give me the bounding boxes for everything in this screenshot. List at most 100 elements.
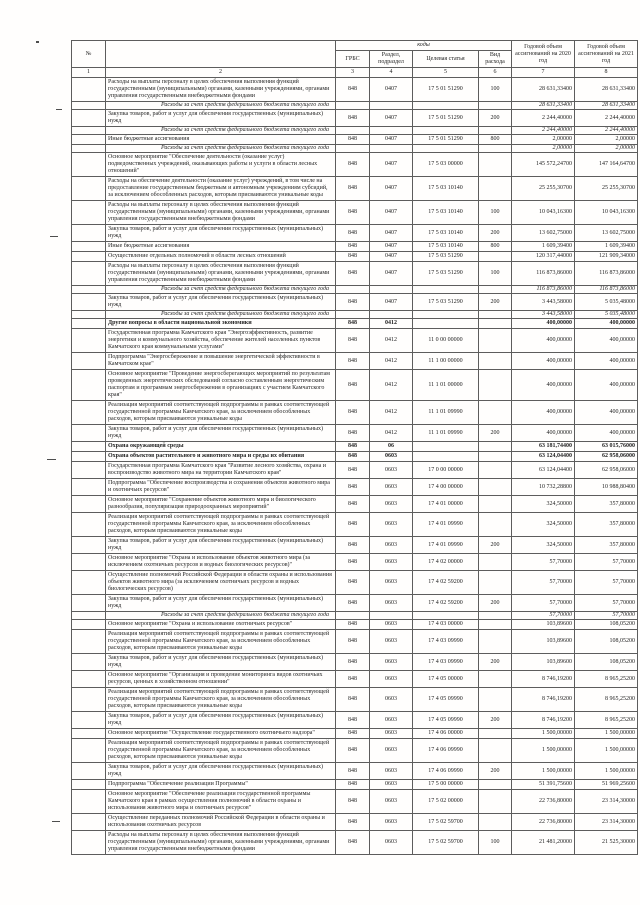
budget-allocations-table: № коды Годовой объем ассигнований на 202…	[71, 40, 639, 855]
col-index: 1	[71, 67, 106, 78]
a2021-cell: 2 244,40000	[574, 109, 639, 127]
table-row: Закупка товаров, работ и услуг для обесп…	[71, 711, 639, 729]
rz-cell: 0603	[369, 813, 413, 831]
num-cell	[71, 144, 106, 153]
rz-cell: 0407	[369, 134, 413, 145]
csr-cell: 17 4 05 09990	[412, 711, 479, 729]
grbs-cell: 848	[335, 653, 370, 671]
grbs-cell: 848	[335, 109, 370, 127]
grbs-cell: 848	[335, 400, 370, 425]
table-row: Реализация мероприятий соответствующей п…	[71, 738, 639, 763]
rz-cell: 0603	[369, 512, 413, 537]
col-header-target-article: Целевая статья	[412, 50, 479, 68]
a2021-cell: 357,80000	[574, 512, 639, 537]
num-cell	[71, 594, 106, 612]
table-row: Государственная программа Камчатского кр…	[71, 461, 639, 479]
table-row: Расходы за счет средств федерального бюд…	[71, 144, 639, 153]
a2020-cell: 10 732,28800	[511, 478, 576, 496]
csr-cell: 17 4 01 00000	[412, 495, 479, 513]
table-row: Расходы на выплаты персоналу в целях обе…	[71, 77, 639, 102]
a2020-cell: 51 391,75600	[511, 779, 576, 790]
a2021-cell: 21 525,30000	[574, 830, 639, 855]
name-cell: Расходы за счет средств федерального бюд…	[105, 285, 336, 294]
scan-artifact	[36, 41, 39, 43]
num-cell	[71, 711, 106, 729]
grbs-cell: 848	[335, 779, 370, 790]
rz-cell: 0603	[369, 653, 413, 671]
col-header-2021: Годовой объем ассигнований на 2021 год	[574, 40, 639, 68]
rz-cell: 0407	[369, 293, 413, 311]
rz-cell: 0603	[369, 619, 413, 630]
grbs-cell: 848	[335, 200, 370, 225]
vr-cell: 200	[477, 224, 513, 242]
grbs-cell	[335, 101, 370, 110]
csr-cell: 11 1 01 00000	[412, 369, 479, 401]
vr-cell	[477, 285, 513, 294]
num-cell	[71, 310, 106, 319]
grbs-cell: 848	[335, 629, 370, 654]
name-cell: Подпрограмма "Энергосбережение и повышен…	[105, 352, 336, 370]
table-row: Расходы на выплаты персоналу в целях обе…	[71, 830, 639, 855]
vr-cell	[477, 152, 513, 177]
rz-cell: 0412	[369, 400, 413, 425]
a2020-cell: 324,50000	[511, 536, 576, 554]
a2021-cell: 2 244,40000	[574, 126, 639, 135]
a2020-cell: 25 255,30700	[511, 176, 576, 201]
grbs-cell: 848	[335, 478, 370, 496]
table-row: Основное мероприятие "Обеспечение деятел…	[71, 152, 639, 177]
grbs-cell: 848	[335, 762, 370, 780]
num-cell	[71, 134, 106, 145]
grbs-cell	[335, 285, 370, 294]
rz-cell	[369, 126, 413, 135]
rz-cell: 0412	[369, 328, 413, 353]
vr-cell	[477, 629, 513, 654]
table-row: Реализация мероприятий соответствующей п…	[71, 629, 639, 654]
csr-cell: 17 4 00 00000	[412, 478, 479, 496]
a2020-cell: 13 602,75000	[511, 224, 576, 242]
rz-cell: 0603	[369, 789, 413, 814]
vr-cell: 200	[477, 536, 513, 554]
name-cell: Основное мероприятие "Охрана и использов…	[105, 619, 336, 630]
vr-cell: 100	[477, 830, 513, 855]
a2021-cell: 400,00000	[574, 318, 639, 329]
csr-cell	[412, 285, 479, 294]
table-row: Закупка товаров, работ и услуг для обесп…	[71, 293, 639, 311]
csr-cell: 17 4 03 09990	[412, 653, 479, 671]
grbs-cell: 848	[335, 441, 370, 452]
rz-cell	[369, 285, 413, 294]
csr-cell: 17 5 03 10140	[412, 200, 479, 225]
a2020-cell: 400,00000	[511, 400, 576, 425]
a2021-cell: 108,05200	[574, 619, 639, 630]
vr-cell	[477, 318, 513, 329]
name-cell: Расходы за счет средств федерального бюд…	[105, 611, 336, 620]
a2021-cell: 13 602,75000	[574, 224, 639, 242]
csr-cell: 17 5 02 59700	[412, 830, 479, 855]
csr-cell: 17 4 06 00000	[412, 728, 479, 739]
a2021-cell: 51 969,25600	[574, 779, 639, 790]
a2021-cell: 23 314,30000	[574, 789, 639, 814]
a2021-cell: 57,70000	[574, 594, 639, 612]
vr-cell: 200	[477, 594, 513, 612]
vr-cell	[477, 670, 513, 688]
csr-cell: 11 1 00 00000	[412, 352, 479, 370]
a2021-cell: 10 988,80400	[574, 478, 639, 496]
col-index: 5	[412, 67, 479, 78]
rz-cell	[369, 144, 413, 153]
a2021-cell: 2,00000	[574, 144, 639, 153]
a2021-cell: 8 965,25200	[574, 670, 639, 688]
rz-cell	[369, 611, 413, 620]
name-cell: Расходы за счет средств федерального бюд…	[105, 144, 336, 153]
a2021-cell: 400,00000	[574, 328, 639, 353]
a2020-cell: 28 631,33400	[511, 77, 576, 102]
a2020-cell: 1 500,00000	[511, 762, 576, 780]
rz-cell: 0603	[369, 478, 413, 496]
a2021-cell: 116 873,86000	[574, 285, 639, 294]
vr-cell: 800	[477, 241, 513, 252]
rz-cell: 0407	[369, 152, 413, 177]
a2021-cell: 57,70000	[574, 570, 639, 595]
rz-cell: 0603	[369, 687, 413, 712]
num-cell	[71, 611, 106, 620]
a2021-cell: 57,70000	[574, 611, 639, 620]
grbs-cell: 848	[335, 536, 370, 554]
col-header-name	[105, 40, 336, 68]
